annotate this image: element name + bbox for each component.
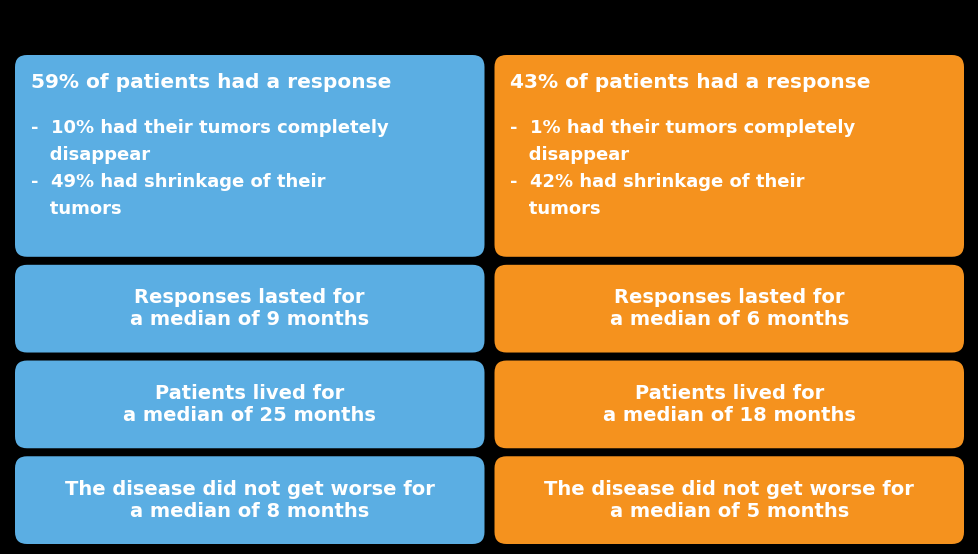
Text: Responses lasted for
a median of 9 months: Responses lasted for a median of 9 month… — [130, 288, 369, 329]
Text: Patients lived for
a median of 25 months: Patients lived for a median of 25 months — [123, 384, 376, 425]
FancyBboxPatch shape — [15, 265, 484, 352]
Text: The disease did not get worse for
a median of 8 months: The disease did not get worse for a medi… — [65, 480, 434, 521]
Text: 59% of patients had a response: 59% of patients had a response — [31, 73, 391, 92]
FancyBboxPatch shape — [15, 456, 484, 544]
Text: -  1% had their tumors completely
   disappear
-  42% had shrinkage of their
   : - 1% had their tumors completely disappe… — [510, 119, 855, 218]
FancyBboxPatch shape — [15, 361, 484, 448]
FancyBboxPatch shape — [494, 456, 963, 544]
Text: -  10% had their tumors completely
   disappear
-  49% had shrinkage of their
  : - 10% had their tumors completely disapp… — [31, 119, 388, 218]
Text: Responses lasted for
a median of 6 months: Responses lasted for a median of 6 month… — [609, 288, 848, 329]
FancyBboxPatch shape — [15, 55, 484, 257]
FancyBboxPatch shape — [494, 265, 963, 352]
FancyBboxPatch shape — [494, 361, 963, 448]
Text: Patients lived for
a median of 18 months: Patients lived for a median of 18 months — [602, 384, 855, 425]
Text: 43% of patients had a response: 43% of patients had a response — [510, 73, 870, 92]
Text: The disease did not get worse for
a median of 5 months: The disease did not get worse for a medi… — [544, 480, 913, 521]
FancyBboxPatch shape — [494, 55, 963, 257]
